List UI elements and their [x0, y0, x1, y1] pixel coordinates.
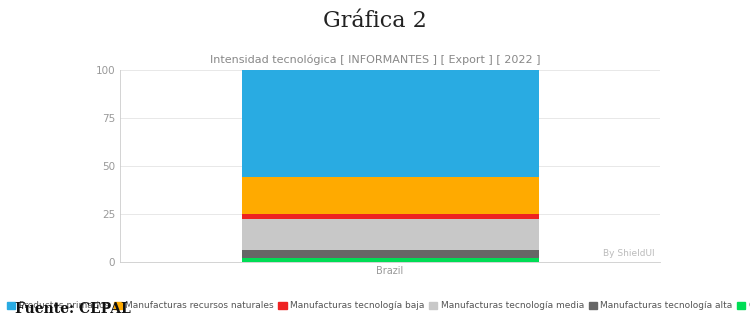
Text: Fuente: CEPAL: Fuente: CEPAL	[15, 302, 130, 316]
Bar	[242, 258, 538, 262]
Text: Intensidad tecnológica [ INFORMANTES ] [ Export ] [ 2022 ]: Intensidad tecnológica [ INFORMANTES ] […	[210, 54, 540, 65]
Bar	[242, 177, 538, 214]
Bar	[242, 250, 538, 258]
Bar	[242, 219, 538, 250]
Bar	[242, 70, 538, 177]
Legend: Productos primarios, Manufacturas recursos naturales, Manufacturas tecnología ba: Productos primarios, Manufacturas recurs…	[6, 300, 750, 311]
Text: By ShieldUI: By ShieldUI	[603, 249, 655, 258]
Bar	[242, 214, 538, 219]
Text: Gráfica 2: Gráfica 2	[323, 10, 427, 32]
